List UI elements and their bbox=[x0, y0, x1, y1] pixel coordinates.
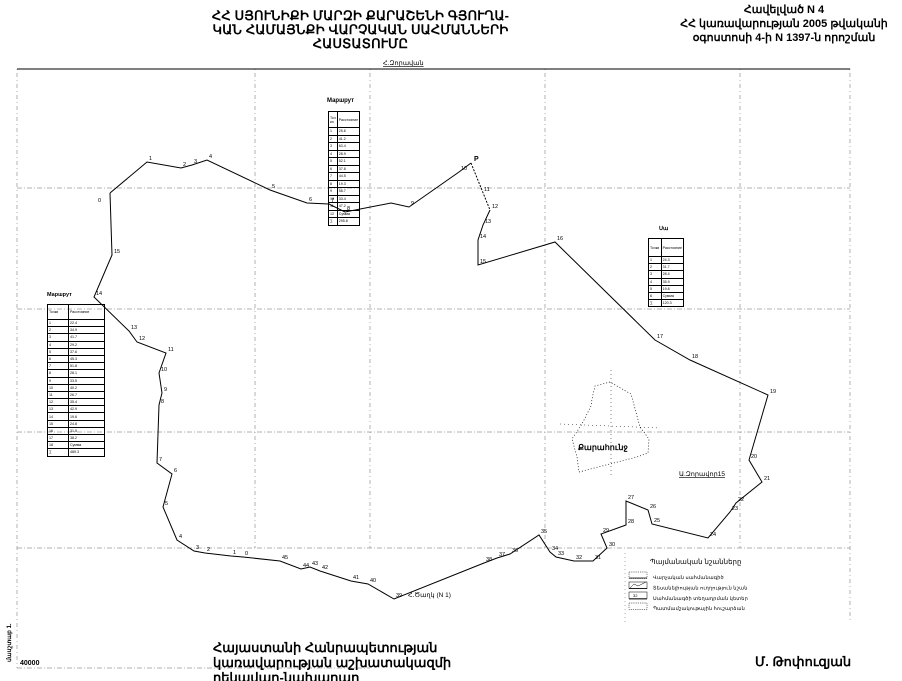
svg-text:14: 14 bbox=[480, 234, 486, 240]
svg-text:0: 0 bbox=[245, 551, 248, 557]
svg-text:2: 2 bbox=[207, 547, 210, 553]
svg-text:14: 14 bbox=[96, 291, 102, 297]
svg-text:3: 3 bbox=[194, 159, 197, 165]
svg-text:43: 43 bbox=[312, 561, 318, 567]
svg-text:27: 27 bbox=[628, 495, 634, 501]
svg-text:30: 30 bbox=[609, 542, 615, 548]
svg-text:9: 9 bbox=[164, 387, 167, 393]
svg-text:34: 34 bbox=[552, 546, 558, 552]
svg-text:13: 13 bbox=[485, 219, 491, 225]
svg-text:Ա.Զորավոր15: Ա.Զորավոր15 bbox=[679, 470, 725, 478]
svg-text:Պատմամշակութային հուշարձան: Պատմամշակութային հուշարձան bbox=[653, 606, 745, 612]
svg-text:37: 37 bbox=[499, 552, 505, 558]
svg-text:11: 11 bbox=[484, 187, 490, 193]
svg-text:19: 19 bbox=[770, 389, 776, 395]
svg-text:Հ.Ծաղկ (N 1): Հ.Ծաղկ (N 1) bbox=[408, 591, 451, 599]
svg-text:5: 5 bbox=[272, 184, 275, 190]
svg-text:Р: Р bbox=[474, 156, 479, 163]
svg-text:3: 3 bbox=[196, 545, 199, 551]
svg-text:39: 39 bbox=[396, 593, 402, 599]
svg-text:Քարահունջ: Քարահունջ bbox=[578, 442, 628, 452]
svg-text:22: 22 bbox=[738, 497, 744, 503]
svg-text:5: 5 bbox=[165, 501, 168, 507]
svg-text:42: 42 bbox=[322, 565, 328, 571]
svg-text:4: 4 bbox=[209, 154, 212, 160]
svg-text:7: 7 bbox=[159, 457, 162, 463]
svg-text:Վարչական սահմանագիծ: Վարչական սահմանագիծ bbox=[653, 575, 724, 581]
svg-text:45: 45 bbox=[282, 555, 288, 561]
svg-text:44: 44 bbox=[303, 563, 309, 569]
svg-text:1: 1 bbox=[149, 156, 152, 162]
svg-text:26: 26 bbox=[650, 504, 656, 510]
svg-text:40: 40 bbox=[370, 578, 376, 584]
svg-text:18: 18 bbox=[692, 354, 698, 360]
svg-text:35: 35 bbox=[541, 529, 547, 535]
svg-text:28: 28 bbox=[628, 519, 634, 525]
svg-text:Տեսանելիության ուղղություն նշա: Տեսանելիության ուղղություն նշան bbox=[653, 586, 748, 592]
svg-text:15: 15 bbox=[480, 259, 486, 265]
svg-text:10: 10 bbox=[461, 166, 467, 172]
svg-text:17: 17 bbox=[657, 334, 663, 340]
svg-text:8: 8 bbox=[161, 399, 164, 405]
svg-text:6: 6 bbox=[309, 197, 312, 203]
svg-text:16: 16 bbox=[557, 236, 563, 242]
svg-text:21: 21 bbox=[764, 476, 770, 482]
svg-text:Հ.Զորավան: Հ.Զորավան bbox=[383, 59, 424, 67]
svg-text:24: 24 bbox=[710, 532, 716, 538]
svg-text:32: 32 bbox=[576, 555, 582, 561]
svg-text:10: 10 bbox=[161, 367, 167, 373]
svg-text:12: 12 bbox=[139, 336, 145, 342]
svg-text:23: 23 bbox=[732, 506, 738, 512]
svg-text:13: 13 bbox=[131, 325, 137, 331]
svg-text:32: 32 bbox=[633, 593, 638, 598]
svg-text:4: 4 bbox=[179, 534, 182, 540]
svg-text:25: 25 bbox=[654, 518, 660, 524]
svg-text:20: 20 bbox=[751, 454, 757, 460]
svg-text:0: 0 bbox=[98, 198, 101, 204]
svg-text:38: 38 bbox=[486, 557, 492, 563]
svg-text:12: 12 bbox=[492, 204, 498, 210]
svg-text:1: 1 bbox=[233, 550, 236, 556]
svg-text:31: 31 bbox=[595, 555, 601, 561]
svg-text:Սահմանագծի տեղադրման կետեր: Սահմանագծի տեղադրման կետեր bbox=[653, 596, 748, 602]
svg-text:29: 29 bbox=[603, 528, 609, 534]
svg-text:9: 9 bbox=[411, 201, 414, 207]
svg-text:11: 11 bbox=[168, 347, 174, 353]
svg-text:Պայմանական նշանները: Պայմանական նշանները bbox=[650, 558, 741, 566]
svg-text:6: 6 bbox=[174, 468, 177, 474]
svg-text:2: 2 bbox=[183, 162, 186, 168]
svg-text:36: 36 bbox=[512, 548, 518, 554]
svg-text:15: 15 bbox=[114, 249, 120, 255]
svg-text:33: 33 bbox=[558, 551, 564, 557]
svg-text:41: 41 bbox=[353, 575, 359, 581]
